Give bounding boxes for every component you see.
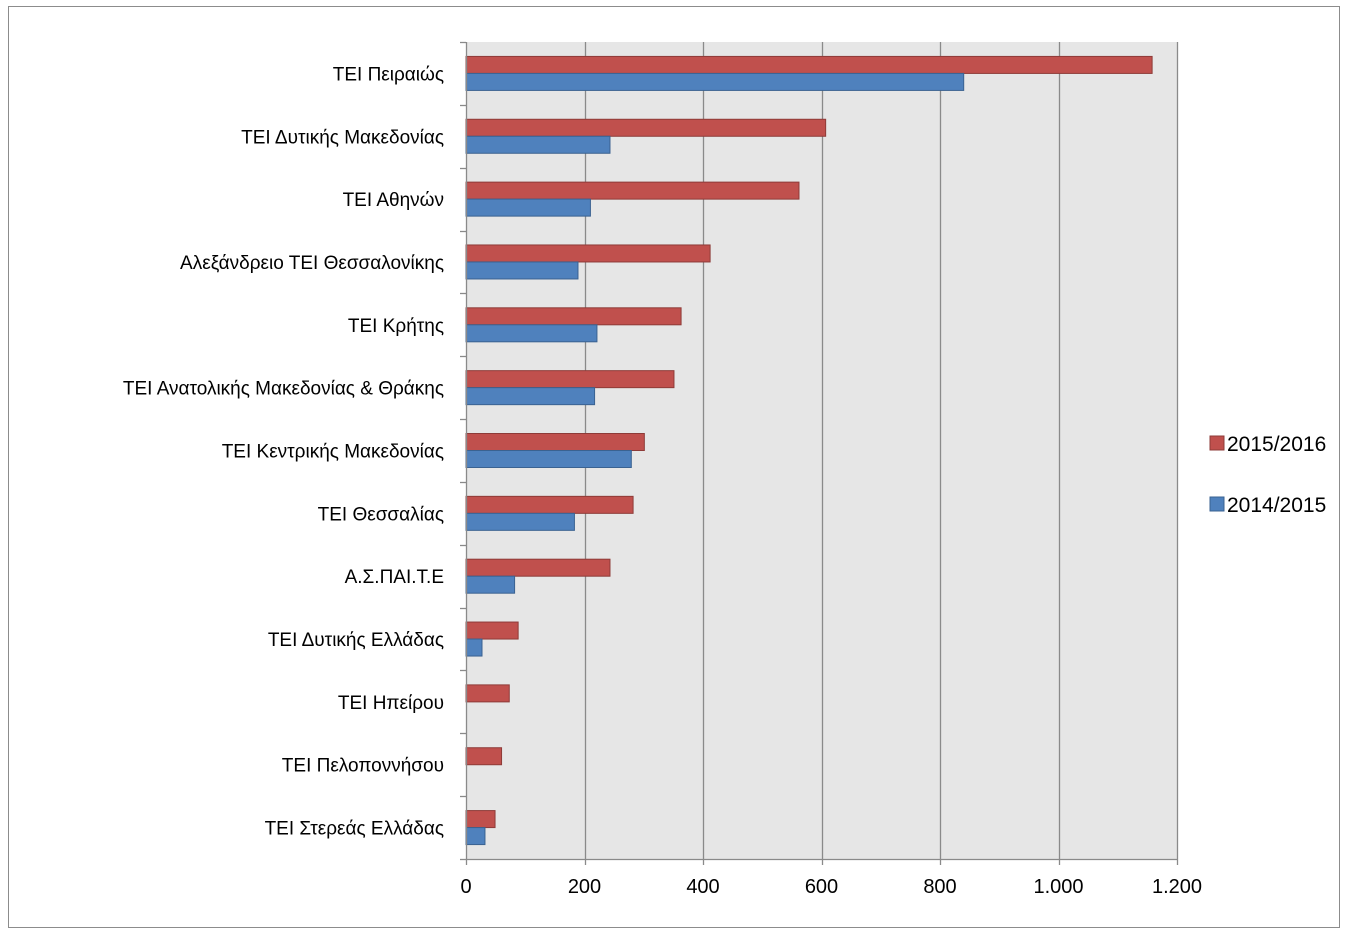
bar-series2	[465, 575, 516, 594]
x-tick-label: 400	[686, 876, 719, 898]
x-tick-label: 1.000	[1033, 876, 1083, 898]
x-tick-label: 0	[460, 876, 471, 898]
bar-series2	[465, 324, 598, 343]
bar-series2	[465, 72, 965, 91]
bar-series2	[465, 198, 591, 217]
legend-swatch	[1209, 496, 1225, 512]
x-tick-labels: 0 200 400 600 800 1.000 1.200	[460, 876, 1202, 898]
bar-series1	[465, 118, 827, 137]
bar-series1	[465, 621, 519, 640]
bar-series1	[465, 307, 682, 326]
legend-swatch	[1209, 435, 1225, 451]
bar-series1	[465, 433, 645, 451]
bar-series1	[465, 810, 496, 829]
x-tick-label: 800	[923, 876, 956, 898]
bar-series2	[465, 638, 483, 657]
bar-series1	[465, 55, 1153, 74]
x-tick-label: 600	[805, 876, 838, 898]
category-label: ΤΕΙ Κρήτης	[348, 316, 444, 337]
bar-series2	[465, 450, 632, 468]
category-labels: ΤΕΙ Πειραιώς ΤΕΙ Δυτικής Μακεδονίας ΤΕΙ Αθ…	[123, 64, 444, 839]
bar-series1	[465, 558, 611, 577]
category-label: ΤΕΙ Θεσσαλίας	[318, 504, 444, 525]
category-label: ΤΕΙ Στερεάς Ελλάδας	[265, 819, 444, 840]
category-label: ΤΕΙ Πειραιώς	[333, 64, 444, 85]
bar-series2	[465, 827, 486, 846]
category-label: ΤΕΙ Ανατολικής Μακεδονίας & Θράκης	[123, 379, 444, 400]
category-label: ΤΕΙ Κεντρικής Μακεδονίας	[222, 442, 444, 463]
category-label: ΤΕΙ Ηπείρου	[338, 693, 444, 714]
bar-series1	[465, 181, 800, 200]
grid-lines	[584, 42, 1179, 859]
category-label: ΤΕΙ Αθηνών	[343, 190, 444, 211]
bar-series2	[465, 135, 611, 154]
bar-series1	[465, 684, 510, 703]
bar-series1	[465, 244, 711, 263]
axes	[460, 41, 1179, 865]
legend-label: 2014/2015	[1227, 494, 1326, 517]
bar-series2	[465, 387, 596, 406]
legend: 2015/2016 2014/2015	[1209, 433, 1326, 517]
bars	[465, 55, 1153, 846]
category-label: ΤΕΙ Δυτικής Ελλάδας	[268, 630, 444, 651]
category-label: Αλεξάνδρειο ΤΕΙ Θεσσαλονίκης	[180, 253, 444, 274]
bar-series1	[465, 495, 634, 514]
bar-series1	[465, 370, 675, 389]
category-label: ΤΕΙ Δυτικής Μακεδονίας	[241, 127, 444, 148]
category-label: Α.Σ.ΠΑΙ.Τ.Ε	[345, 567, 444, 588]
bar-series2	[465, 512, 575, 531]
bar-series1	[465, 747, 503, 766]
bar-series2	[465, 261, 579, 280]
category-label: ΤΕΙ Πελοποννήσου	[282, 756, 444, 777]
legend-label: 2015/2016	[1227, 433, 1326, 456]
x-tick-label: 1.200	[1152, 876, 1202, 898]
x-tick-label: 200	[568, 876, 601, 898]
